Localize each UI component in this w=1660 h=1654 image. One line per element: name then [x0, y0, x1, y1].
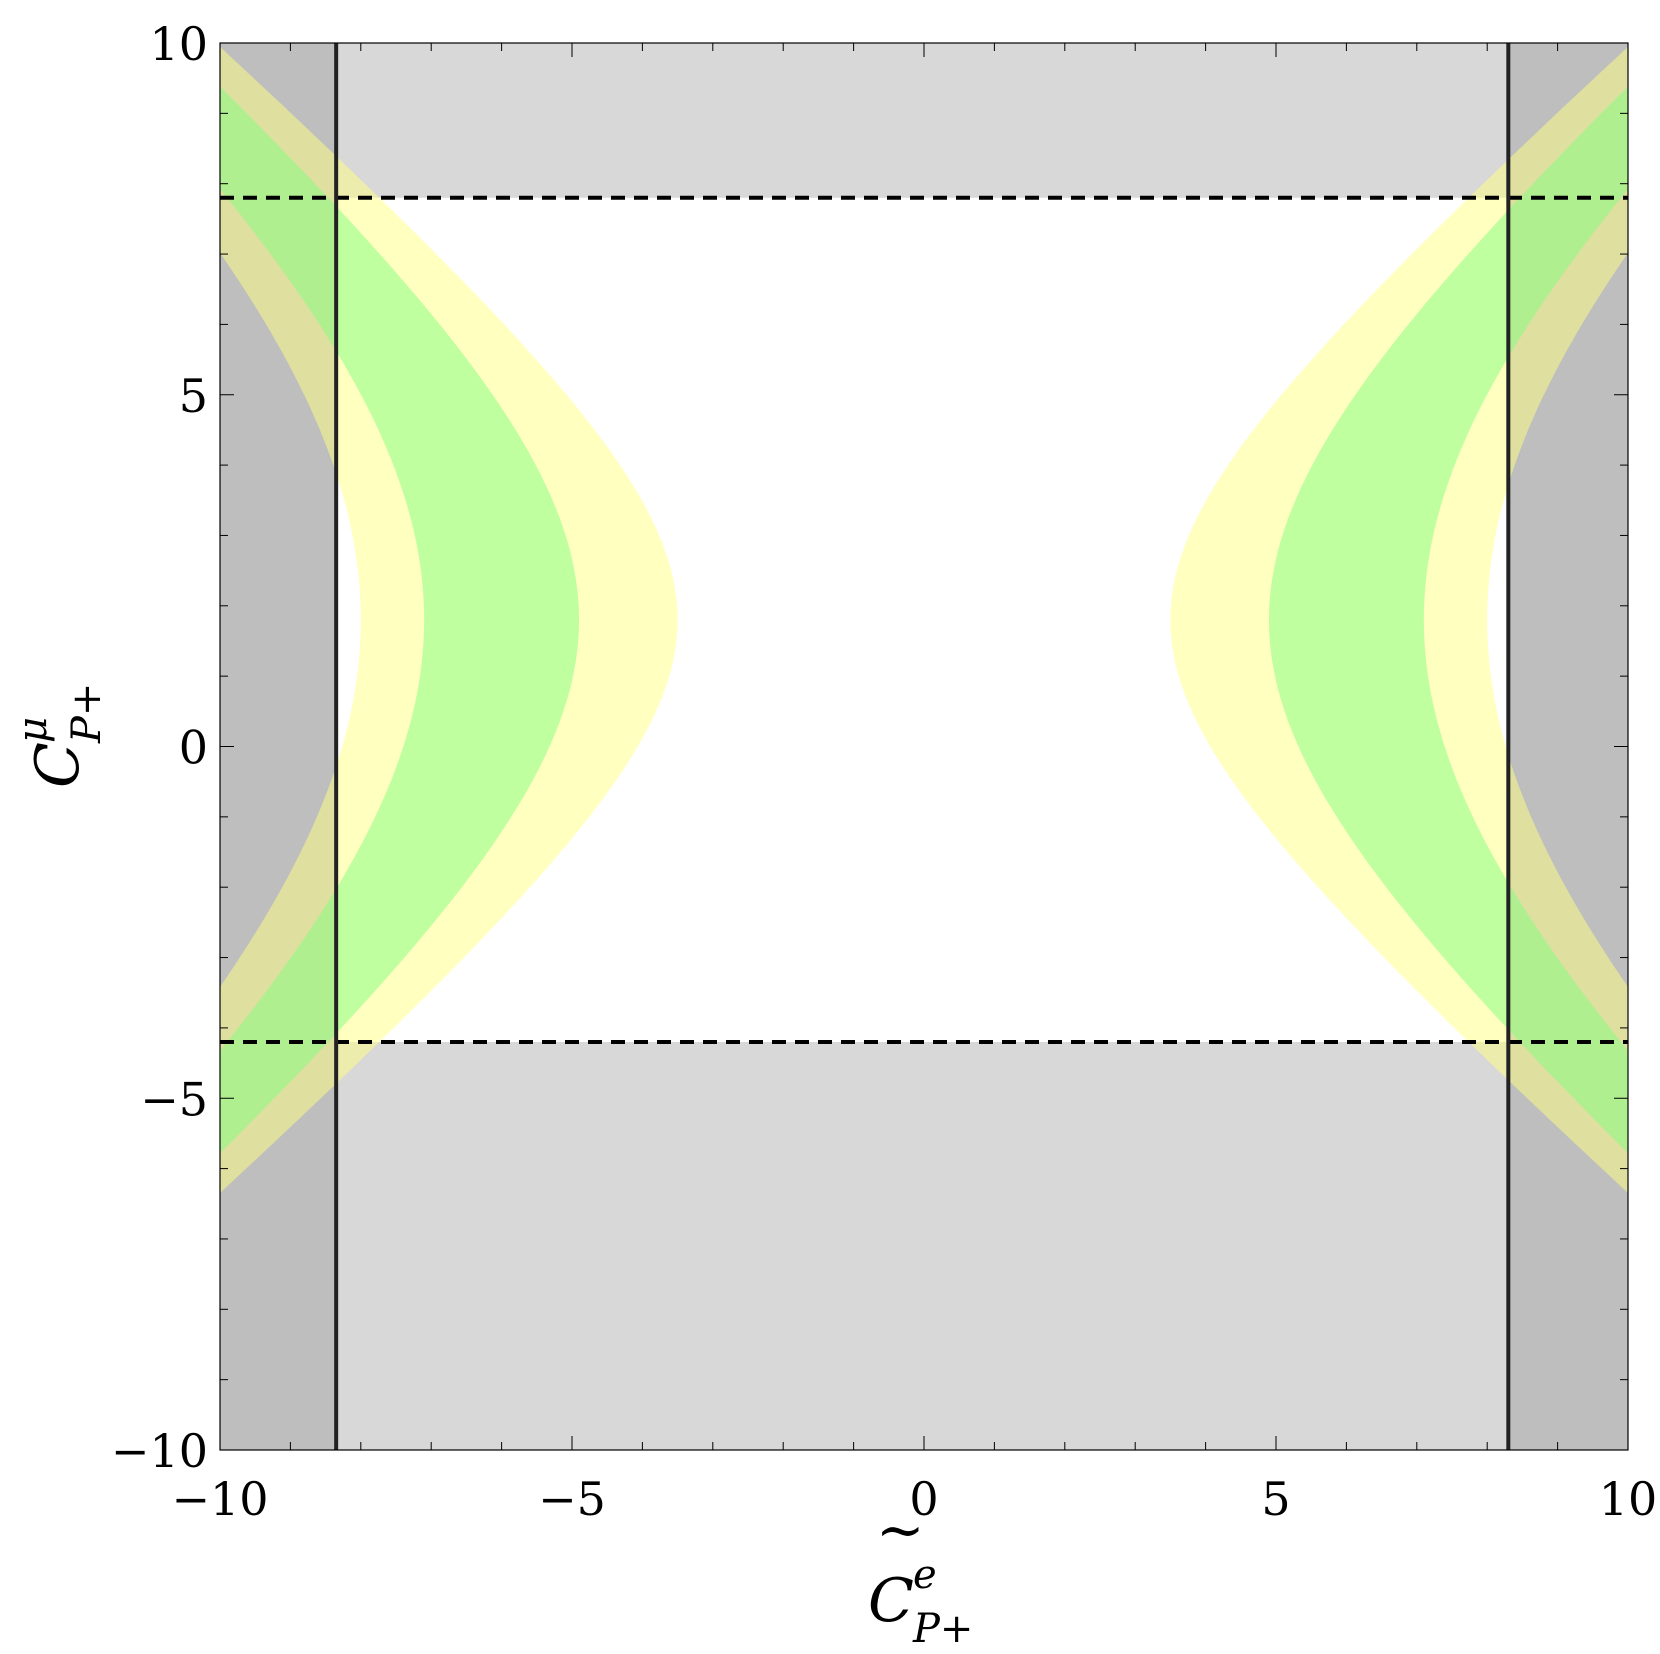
axis-ticks	[219, 42, 1629, 1451]
x-axis-label: C ~ e P+	[868, 1496, 973, 1652]
green-band-left	[220, 86, 579, 1154]
x-tick-label: 10	[1599, 1472, 1658, 1526]
x-tick-label: 5	[1261, 1472, 1290, 1526]
y-tick-label: 5	[179, 369, 208, 423]
y-tick-label: −5	[140, 1072, 208, 1126]
x-axis-label-tilde: ~	[876, 1496, 925, 1564]
y-axis-label-sub: P+	[64, 683, 110, 744]
plot-area	[220, 43, 1628, 1450]
y-tick-label: 0	[179, 721, 208, 775]
x-axis-label-sub: P+	[912, 1606, 973, 1652]
y-axis-label-sup: μ	[10, 717, 56, 743]
tick-labels: −10 −5 0 5 10 −10 −5 0 5 10	[111, 17, 1657, 1526]
y-tick-label: 10	[149, 17, 208, 71]
y-axis-label-tilde: ~	[0, 731, 20, 780]
y-axis-label-base: C	[23, 742, 93, 788]
x-axis-label-sup: e	[913, 1552, 937, 1598]
x-tick-label: −5	[538, 1472, 606, 1526]
x-tick-label: 0	[909, 1472, 938, 1526]
x-tick-label: −10	[171, 1472, 268, 1526]
y-axis-label: C ~ μ P+	[0, 683, 110, 788]
x-axis-label-base: C	[868, 1566, 914, 1636]
green-band-right	[1269, 86, 1628, 1154]
y-tick-label: −10	[111, 1424, 208, 1478]
